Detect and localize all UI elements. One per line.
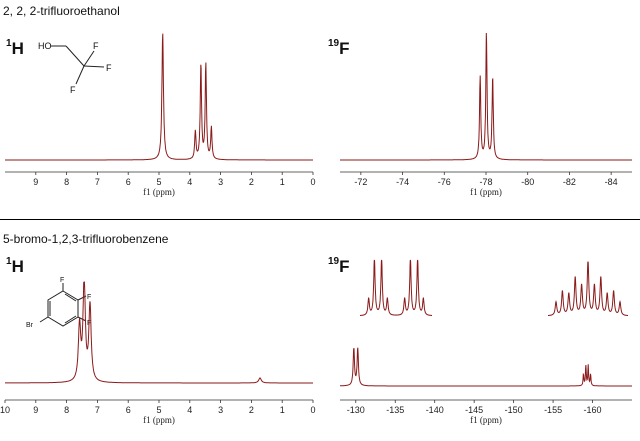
x-tick-label-tfe-1H-5: 4 [187,177,192,187]
x-tick-label-tfe-1H-1: 8 [64,177,69,187]
section-divider [0,219,640,220]
spectrum-trace-tfe-1H [5,33,313,161]
nucleus-label-19f-top: 19F [328,38,350,58]
molecule-trifluoroethanol: HO F F F [38,41,112,95]
nucleus-label-1h-top: 1H [6,38,24,58]
x-tick-label-tfb-19F-0: -130 [347,405,365,415]
mol-label-f-top: F [60,277,64,284]
x-tick-label-tfe-19F-2: -76 [438,177,451,187]
x-tick-label-tfb-19F-5: -155 [544,405,562,415]
x-tick-label-tfe-1H-0: 9 [33,177,38,187]
x-tick-label-tfe-1H-4: 5 [156,177,161,187]
x-tick-label-tfe-19F-3: -78 [479,177,492,187]
x-tick-label-tfb-1H-5: 5 [156,405,161,415]
x-tick-label-tfe-19F-1: -74 [396,177,409,187]
x-tick-label-tfe-19F-4: -80 [521,177,534,187]
x-tick-label-tfe-1H-2: 7 [95,177,100,187]
mol-label-f2: F [106,63,112,73]
x-tick-label-tfb-19F-4: -150 [505,405,523,415]
molecule-trifluorobenzene: F F F Br [26,277,91,329]
x-tick-label-tfe-1H-3: 6 [126,177,131,187]
mol-label-br: Br [26,322,34,329]
x-tick-label-tfe-1H-9: 0 [310,177,315,187]
x-axis-title-tfb-1H: f1 (ppm) [143,415,175,425]
x-axis-title-tfb-19F: f1 (ppm) [470,415,502,425]
x-tick-label-tfe-19F-6: -84 [605,177,618,187]
x-tick-label-tfb-1H-8: 2 [249,405,254,415]
mol-label-f1: F [93,41,99,51]
x-tick-label-tfb-1H-10: 0 [310,405,315,415]
x-tick-label-tfb-19F-6: -160 [584,405,602,415]
x-tick-label-tfb-1H-9: 1 [280,405,285,415]
mol-label-f-mid: F [87,294,91,301]
x-tick-label-tfb-1H-6: 4 [187,405,192,415]
nucleus-label-19f-bottom: 19F [328,256,350,276]
x-tick-label-tfe-1H-7: 2 [249,177,254,187]
x-tick-label-tfb-19F-1: -135 [386,405,404,415]
x-tick-label-tfb-1H-1: 9 [33,405,38,415]
x-tick-label-tfb-19F-3: -145 [465,405,483,415]
spectrum-trace-tfe-19F [340,32,632,161]
mol-label-ho: HO [38,41,52,51]
x-tick-label-tfb-1H-4: 6 [126,405,131,415]
x-tick-label-tfb-1H-3: 7 [95,405,100,415]
x-tick-label-tfe-19F-5: -82 [563,177,576,187]
inset-spectrum-0 [360,259,432,316]
inset-spectrum-1 [548,261,628,316]
x-tick-label-tfe-1H-6: 3 [218,177,223,187]
x-tick-label-tfe-19F-0: -72 [354,177,367,187]
x-axis-title-tfe-19F: f1 (ppm) [470,187,502,197]
x-tick-label-tfb-1H-2: 8 [64,405,69,415]
x-tick-label-tfb-19F-2: -140 [426,405,444,415]
x-tick-label-tfe-1H-8: 1 [280,177,285,187]
section-title-trifluorobenzene: 5-bromo-1,2,3-trifluorobenzene [3,232,169,246]
x-tick-label-tfb-1H-7: 3 [218,405,223,415]
spectrum-trace-tfb-19F [340,347,632,387]
x-axis-title-tfe-1H: f1 (ppm) [143,187,175,197]
x-tick-label-tfb-1H-0: 10 [0,405,10,415]
section-title-trifluoroethanol: 2, 2, 2-trifluoroethanol [3,4,120,18]
nucleus-label-1h-bottom: 1H [6,256,24,276]
spectrum-trace-tfb-1H [5,281,313,384]
mol-label-f3: F [70,85,76,95]
